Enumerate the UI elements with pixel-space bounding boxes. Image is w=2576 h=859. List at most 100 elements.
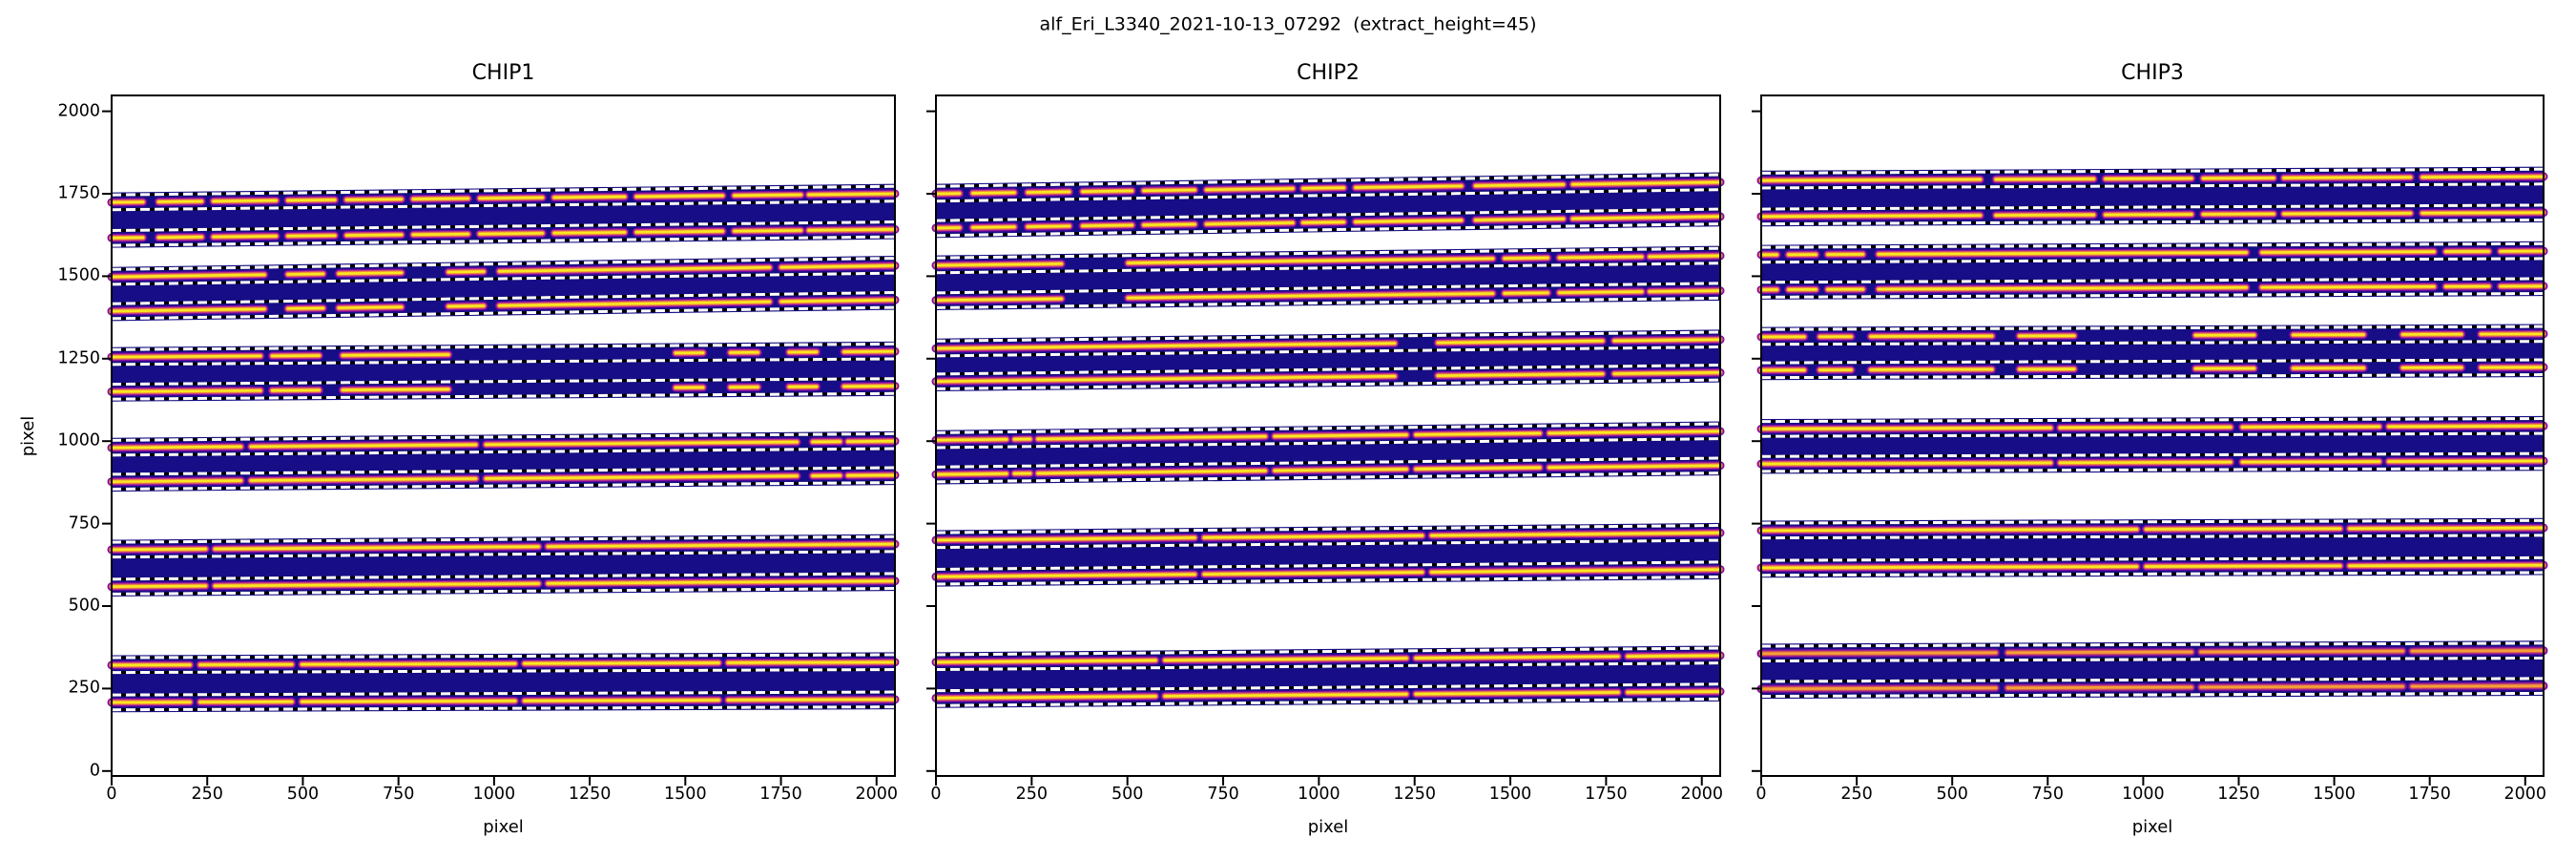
spectral-trace — [110, 307, 266, 313]
extraction-limit-line-white — [1760, 241, 2545, 249]
spectral-trace — [110, 547, 207, 552]
y-axis-label: pixel — [18, 415, 38, 456]
spectral-trace — [2282, 212, 2412, 216]
extraction-limit-line-white — [935, 364, 1721, 376]
spectral-trace — [1558, 255, 1644, 260]
extraction-limit-line-white — [1760, 691, 2545, 699]
extraction-limit-line-white — [935, 422, 1721, 434]
spectral-trace — [214, 582, 540, 588]
x-axis-label: pixel — [2131, 817, 2173, 837]
extraction-limit-line-white — [935, 682, 1721, 693]
spectral-trace — [934, 374, 1397, 383]
spectral-trace — [1301, 186, 1345, 190]
spectral-trace — [2145, 564, 2342, 568]
spectral-trace — [249, 443, 478, 449]
extraction-limit-line-white — [935, 524, 1721, 534]
spectral-trace — [1877, 251, 2248, 256]
x-tick-label: 0 — [106, 785, 117, 804]
spectral-trace — [1759, 686, 1998, 691]
spectral-trace — [337, 271, 404, 275]
spectral-trace — [1127, 292, 1494, 300]
spectral-trace — [733, 229, 802, 233]
spectral-trace — [1202, 534, 1423, 539]
spectral-trace — [1877, 285, 2248, 291]
spectral-trace — [1414, 655, 1620, 660]
spectral-trace — [498, 265, 771, 273]
extraction-limit-line-white — [935, 330, 1721, 343]
x-tick-label: 1250 — [1393, 785, 1436, 804]
spectral-trace — [2348, 526, 2545, 531]
extraction-limit-line-white — [111, 184, 896, 197]
extraction-limit-line-white — [1760, 417, 2545, 424]
extraction-limit-line-white — [111, 271, 896, 286]
extraction-limit-line-white — [1760, 467, 2545, 473]
extraction-limit-line-white — [1760, 292, 2545, 299]
spectral-trace — [2387, 425, 2545, 429]
x-tick-label: 1000 — [1298, 785, 1340, 804]
spectral-trace — [1612, 338, 1722, 343]
extraction-limit-line-white — [935, 262, 1721, 275]
extraction-limit-line-white — [935, 471, 1721, 484]
extraction-limit-line-white — [111, 305, 896, 321]
extraction-limit-line-white — [1760, 431, 2545, 438]
spectral-trace — [1571, 180, 1722, 186]
spectral-trace — [726, 698, 897, 702]
spectral-trace — [1994, 213, 2095, 217]
spectral-trace — [1626, 690, 1722, 694]
extraction-limit-line-white — [111, 431, 896, 442]
spectral-trace — [214, 545, 540, 551]
x-tick-label: 2000 — [2503, 785, 2547, 804]
spectral-trace — [1354, 184, 1464, 189]
extraction-limit-line-white — [111, 587, 896, 596]
extraction-limit-line-white — [1760, 325, 2545, 331]
extraction-limit-line-white — [935, 207, 1721, 222]
spectral-trace — [1759, 528, 2138, 533]
x-tick-label: 250 — [1840, 785, 1873, 804]
spectral-trace — [1759, 565, 2138, 570]
extraction-limit-line-white — [111, 377, 896, 387]
spectral-trace — [552, 195, 627, 199]
spectral-trace — [286, 234, 337, 238]
y-tick-label: 1250 — [57, 348, 100, 368]
spectral-trace — [2410, 684, 2545, 688]
axes-spines — [935, 94, 1721, 777]
spectral-trace — [485, 440, 799, 447]
extraction-limit-line-white — [111, 690, 896, 697]
x-tick-label: 1000 — [472, 785, 516, 804]
y-tick-label: 0 — [89, 761, 100, 781]
extraction-limit-line-white — [935, 346, 1721, 358]
spectral-trace — [552, 231, 627, 235]
extraction-limit-line-white — [1760, 358, 2545, 365]
extraction-limit-line-white — [1760, 534, 2545, 540]
spectral-trace — [1036, 434, 1267, 441]
spectral-trace — [1626, 654, 1722, 658]
spectral-trace — [1163, 657, 1408, 662]
spectral-trace — [344, 233, 404, 237]
spectral-trace — [411, 232, 469, 237]
y-tick-label: 1000 — [57, 430, 100, 450]
extraction-limit-line-white — [111, 550, 896, 559]
spectral-trace — [1354, 219, 1464, 223]
spectral-trace — [1142, 188, 1196, 193]
spectral-trace — [286, 272, 324, 276]
spectral-trace — [110, 584, 207, 588]
x-tick-label: 0 — [1755, 785, 1767, 804]
spectral-trace — [1081, 223, 1133, 227]
spectral-trace — [110, 388, 262, 393]
extraction-limit-line-white — [935, 646, 1721, 657]
spectral-trace — [344, 198, 404, 201]
extraction-limit-line-white — [1760, 656, 2545, 663]
extraction-limit-line-white — [935, 296, 1721, 309]
x-tick-label: 250 — [191, 785, 223, 804]
spectral-trace — [1026, 224, 1071, 228]
extraction-limit-line-white — [935, 697, 1721, 707]
x-tick-label: 1750 — [1585, 785, 1628, 804]
x-tick-label: 250 — [1015, 785, 1049, 804]
spectral-trace — [1414, 466, 1542, 471]
extraction-limit-line-white — [111, 668, 896, 675]
extraction-limit-line-white — [1760, 641, 2545, 648]
spectral-trace — [726, 660, 897, 664]
spectral-trace — [1202, 571, 1423, 576]
spectral-trace — [1081, 189, 1133, 194]
